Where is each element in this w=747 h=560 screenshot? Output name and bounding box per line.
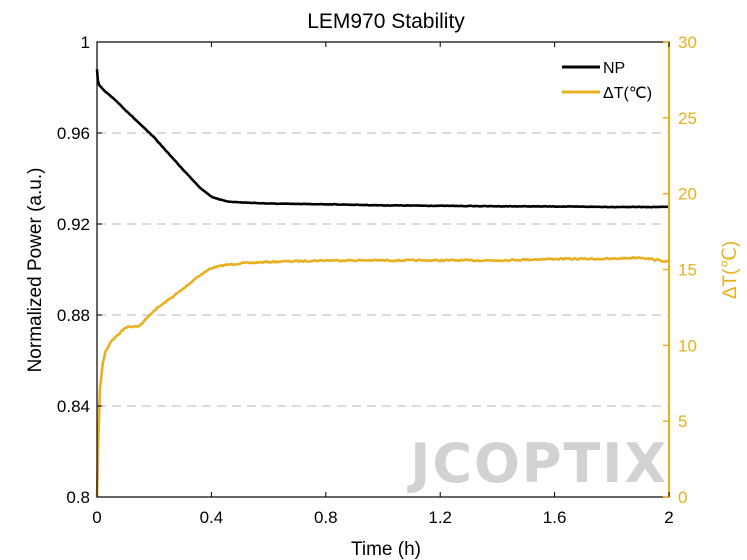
y2-tick-label: 25 [678, 109, 697, 128]
y2-tick-label: 5 [678, 412, 687, 431]
y-tick-label: 0.96 [57, 124, 90, 143]
x-axis-ticks: 0 0.4 0.8 1.2 1.6 2 [92, 42, 674, 527]
y-tick-label: 0.92 [57, 215, 90, 234]
series-lines [95, 69, 670, 498]
legend-label: ΔT(℃) [603, 85, 652, 102]
y2-tick-label: 10 [678, 336, 697, 355]
x-tick-label: 0 [92, 508, 101, 527]
legend-label: NP [603, 60, 625, 77]
y2-tick-label: 0 [678, 488, 687, 507]
delta-t-line [95, 255, 670, 498]
y-tick-label: 0.84 [57, 397, 90, 416]
y2-tick-label: 20 [678, 185, 697, 204]
y-tick-label: 0.88 [57, 306, 90, 325]
chart-title: LEM970 Stability [307, 10, 465, 33]
y-tick-label: 0.8 [66, 488, 90, 507]
gridlines [97, 132, 669, 407]
y2-axis-ticks: 0 5 10 15 20 25 30 [663, 33, 697, 507]
y2-tick-label: 30 [678, 33, 697, 52]
x-tick-label: 2 [664, 508, 673, 527]
x-tick-label: 1.2 [428, 508, 452, 527]
y-axis-ticks: 0.8 0.84 0.88 0.92 0.96 1 [57, 33, 102, 507]
y-tick-label: 1 [81, 33, 90, 52]
legend: NP ΔT(℃) [562, 60, 652, 102]
plot-frame [96, 41, 670, 498]
x-axis-label: Time (h) [351, 539, 421, 560]
watermark-logo: JCOPTIX [406, 432, 668, 495]
x-tick-label: 0.4 [200, 508, 224, 527]
y2-axis-label: ΔT(℃) [720, 241, 741, 299]
y2-tick-label: 15 [678, 261, 697, 280]
np-line [95, 69, 670, 209]
x-tick-label: 0.8 [314, 508, 338, 527]
y-axis-label: Normalized Power (a.u.) [25, 168, 46, 373]
x-tick-label: 1.6 [543, 508, 567, 527]
